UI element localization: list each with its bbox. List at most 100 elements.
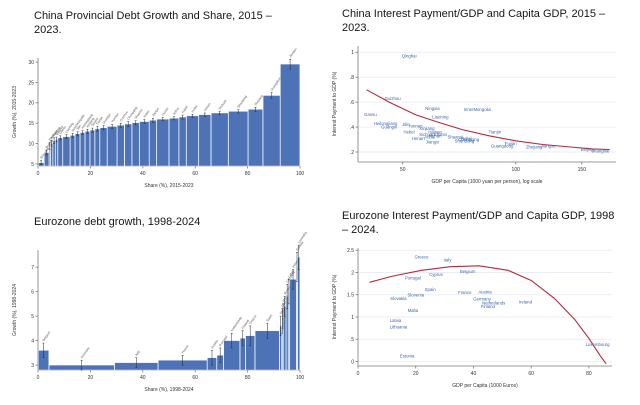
fit-curve bbox=[369, 264, 607, 364]
scatter-label: Fujian bbox=[505, 140, 517, 145]
scatter-label: Guizhou bbox=[385, 95, 402, 100]
y-tick-label: 4 bbox=[31, 338, 34, 344]
bar-label: Hubei bbox=[191, 103, 199, 112]
bar-label: Spain bbox=[265, 313, 273, 322]
y-tick-label: .5 bbox=[350, 337, 354, 343]
scatter-label: Ireland bbox=[519, 299, 533, 304]
y-tick-label: 20 bbox=[28, 100, 34, 106]
scatter-label: Ningxia bbox=[425, 105, 440, 110]
scatter-label: Shaanxi bbox=[447, 134, 463, 139]
scatter-label: Anhui bbox=[424, 134, 435, 139]
y-tick-label: .6 bbox=[350, 99, 354, 105]
bar-label: Netherlands bbox=[230, 315, 243, 332]
bar-label: Liaoning bbox=[64, 121, 74, 133]
x-tick-label: 40 bbox=[140, 171, 146, 177]
bar bbox=[280, 63, 301, 166]
bar-label: Ireland bbox=[291, 258, 300, 268]
x-tick-label: 60 bbox=[528, 371, 534, 377]
x-tick-label: 50 bbox=[400, 167, 406, 173]
y-tick-label: .4 bbox=[350, 124, 354, 130]
bar-label: Finland bbox=[241, 319, 250, 330]
bar-label: Tianjin bbox=[95, 115, 104, 125]
scatter-label: Netherlands bbox=[482, 300, 505, 305]
x-tick-label: 80 bbox=[245, 171, 251, 177]
y-tick-label: 15 bbox=[28, 121, 34, 127]
x-tick-label: 150 bbox=[578, 167, 587, 173]
bar bbox=[156, 118, 169, 166]
panel-eurozone-scatter: Eurozone Interest Payment/GDP and Capita… bbox=[320, 202, 640, 405]
bar bbox=[289, 278, 297, 370]
bar-label: Guangxi bbox=[102, 112, 112, 124]
scatter-label: Lithuania bbox=[390, 324, 408, 329]
scatter-label: Tianjin bbox=[489, 129, 502, 134]
x-tick-label: 40 bbox=[471, 371, 477, 377]
scatter-label: Portugal bbox=[405, 275, 421, 280]
scatter-label: France bbox=[458, 290, 472, 295]
eurozone-bar-chart: 3 4 5 6 7 0 20 40 60 80 100 Share (%), 1998-2024 Gro… bbox=[12, 232, 308, 393]
bar-label: Zhejiang bbox=[254, 93, 264, 105]
bar bbox=[297, 256, 300, 370]
bar-label: Xinjiang bbox=[85, 116, 95, 128]
scatter-label: Zhejiang bbox=[526, 144, 543, 149]
bar bbox=[75, 133, 81, 166]
bar bbox=[178, 116, 187, 166]
bar bbox=[186, 115, 199, 166]
x-axis-title: Share (%), 1998-2024 bbox=[144, 387, 193, 393]
scatter-label: Latvia bbox=[390, 318, 402, 323]
scatter-label: Estonia bbox=[400, 353, 415, 358]
scatter-label: Shanxi bbox=[434, 132, 447, 137]
y-tick-label: 1.5 bbox=[347, 292, 354, 298]
bar bbox=[131, 122, 140, 166]
y-tick-label: 5 bbox=[31, 161, 34, 167]
bar bbox=[149, 119, 157, 166]
scatter-label: Greece bbox=[414, 254, 429, 259]
bar bbox=[296, 266, 298, 370]
bar bbox=[228, 110, 249, 166]
bar bbox=[262, 94, 281, 166]
scatter-label: Malta bbox=[408, 307, 419, 312]
bar-label: Jiangsu bbox=[288, 46, 298, 57]
scatter-label: Shanghai bbox=[591, 148, 609, 153]
bar bbox=[198, 113, 212, 166]
chart-title: China Provincial Debt Growth and Share, … bbox=[34, 10, 272, 36]
bar-label: Shaanxi bbox=[134, 107, 144, 119]
y-tick-label: 0 bbox=[351, 359, 354, 365]
y-tick-label: 25 bbox=[28, 80, 34, 86]
bar bbox=[52, 140, 56, 166]
bar-label: Beijing bbox=[45, 138, 54, 148]
bar-label: Tibet bbox=[48, 133, 55, 141]
bar-label: Italy bbox=[134, 349, 141, 356]
fit-curve bbox=[366, 88, 610, 150]
scatter-label: Jiangsu bbox=[541, 143, 556, 148]
bar-label: Hainan bbox=[50, 128, 59, 139]
y-tick-label: 2 bbox=[351, 270, 354, 276]
bar-label: Estonia bbox=[295, 240, 305, 251]
panel-china-scatter: China Interest Payment/GDP and Capita GD… bbox=[320, 0, 640, 202]
scatter-label: Sichuan bbox=[419, 132, 435, 137]
scatter-label: Heilongjiang bbox=[374, 120, 398, 125]
bar-label: Jilin bbox=[76, 123, 83, 130]
scatter-label: Hubei bbox=[461, 135, 472, 140]
bar-label: France bbox=[181, 344, 190, 355]
scatter-label: Luxembourg bbox=[586, 342, 610, 347]
bar-label: Luxembourg bbox=[297, 232, 308, 244]
x-tick-label: 80 bbox=[245, 375, 251, 381]
bar-label: Malta bbox=[281, 294, 289, 303]
scatter-label: Hebei bbox=[404, 129, 415, 134]
x-tick-label: 100 bbox=[296, 171, 305, 177]
bar bbox=[211, 112, 229, 166]
chart-title: China Interest Payment/GDP and Capita GD… bbox=[342, 8, 606, 34]
x-tick-label: 40 bbox=[140, 375, 146, 381]
y-axis-title: Growth (%), 1998-2024 bbox=[12, 284, 18, 336]
bar bbox=[89, 129, 95, 166]
panel-eurozone-bars: Eurozone debt growth, 1998-2024 3 4 5 6 7 0 20… bbox=[0, 202, 320, 405]
chart-title: Eurozone Interest Payment/GDP and Capita… bbox=[342, 210, 615, 236]
bar-label: Greece bbox=[248, 314, 257, 325]
bar bbox=[124, 123, 132, 166]
x-tick-label: 0 bbox=[37, 375, 40, 381]
bar-label: Latvia bbox=[287, 269, 295, 278]
x-tick-label: 0 bbox=[37, 171, 40, 177]
bar-label: Belgium bbox=[42, 330, 52, 342]
